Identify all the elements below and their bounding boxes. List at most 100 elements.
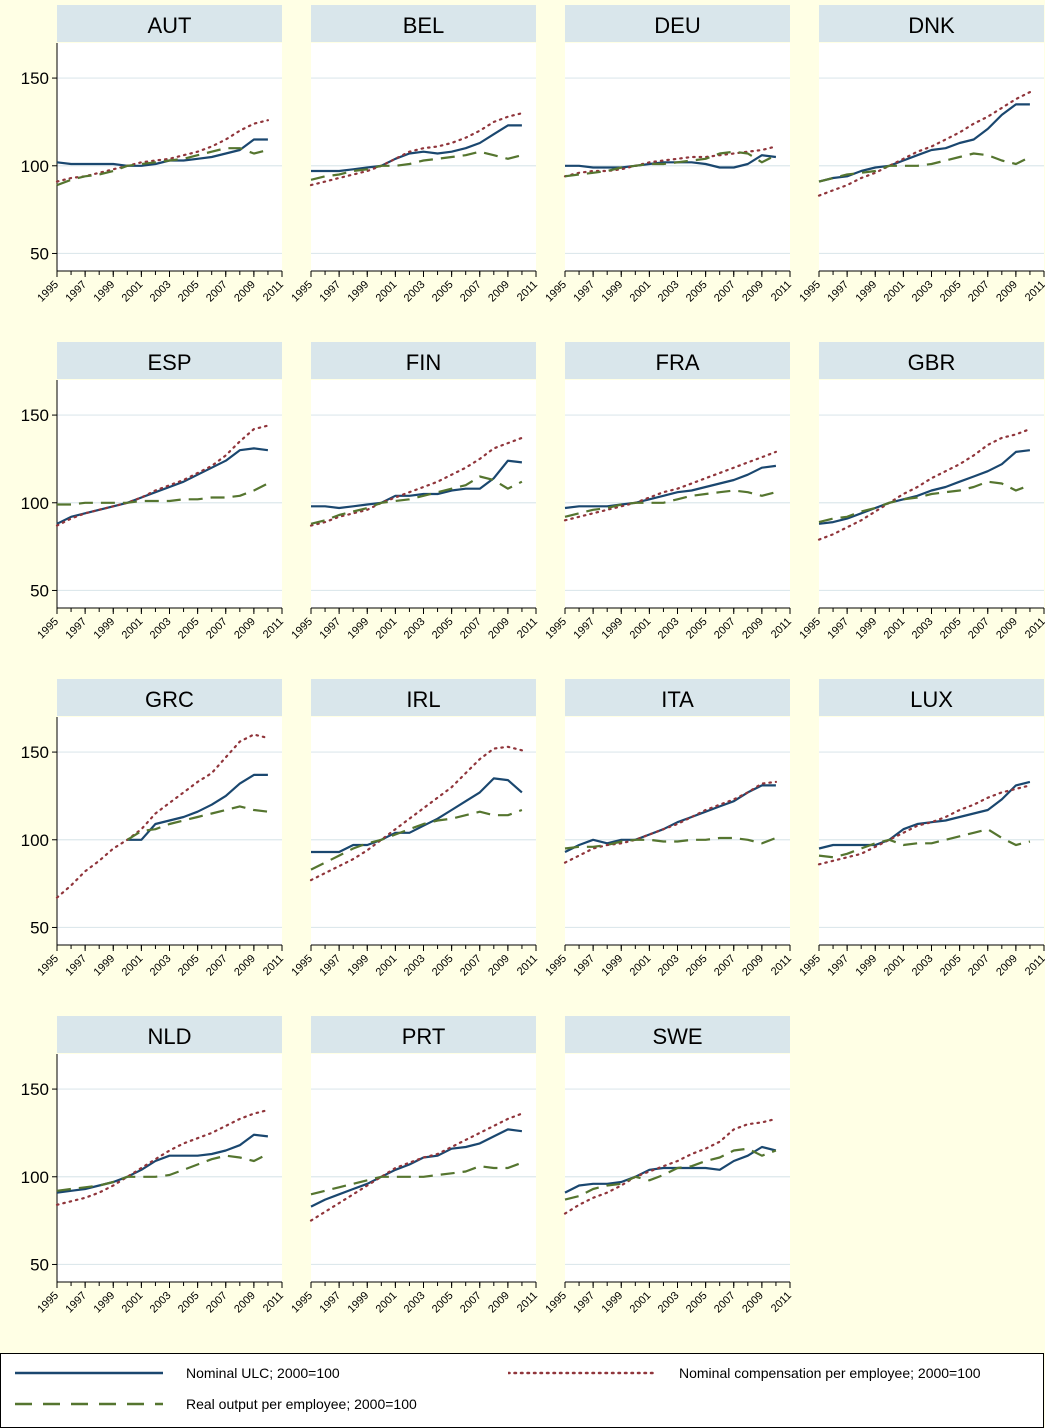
series-line-out — [310, 475, 523, 525]
x-tick-label: 2007 — [204, 616, 230, 642]
x-tick-label: 2001 — [628, 616, 654, 642]
panel-irl: IRL 1995 1997 1999 2001 2003 2005 2007 2009 2011 — [289, 679, 540, 978]
x-tick-label: 1995 — [797, 953, 823, 979]
x-tick-label: 2011 — [515, 953, 540, 978]
series-line-comp — [563, 450, 777, 522]
x-tick-label: 1997 — [571, 953, 597, 979]
y-tick-label: 50 — [30, 244, 49, 263]
series-line-out — [57, 482, 269, 506]
y-tick-label: 50 — [30, 1255, 49, 1274]
panel-deu: DEU 1995 1997 1999 2001 2003 2005 2007 2009 2011 — [543, 5, 794, 304]
series-line-out — [818, 480, 1031, 524]
panel-title: IRL — [406, 687, 440, 712]
panel-gbr: GBR 1995 1997 1999 2001 2003 2005 2007 2009 2011 — [797, 342, 1045, 641]
plot-area — [311, 1054, 536, 1282]
x-tick-label: 2001 — [120, 279, 146, 305]
x-tick-label: 1995 — [289, 953, 315, 979]
x-tick-label: 2011 — [1023, 279, 1045, 304]
panel-title-strip — [57, 679, 282, 716]
y-tick-label: 150 — [21, 406, 49, 425]
x-tick-label: 1997 — [571, 279, 597, 305]
panel-title: DNK — [908, 13, 955, 38]
plot-area — [311, 717, 536, 945]
x-tick-label: 1997 — [317, 616, 343, 642]
plot-area — [57, 717, 282, 945]
panel-title: AUT — [148, 13, 192, 38]
x-tick-label: 1997 — [63, 279, 89, 305]
x-tick-label: 1995 — [797, 616, 823, 642]
panel-ita: ITA 1995 1997 1999 2001 2003 2005 2007 2009 2011 — [543, 679, 794, 978]
x-tick-label: 2001 — [120, 953, 146, 979]
x-tick-label: 2003 — [402, 953, 428, 979]
series-line-out — [310, 1161, 523, 1196]
x-tick-label: 2009 — [486, 279, 512, 305]
legend: Nominal ULC; 2000=100 Nominal compensati… — [0, 1353, 1044, 1428]
x-tick-label: 2005 — [430, 953, 456, 979]
x-tick-label: 2009 — [486, 953, 512, 979]
x-tick-label: 2003 — [656, 953, 682, 979]
panel-title-strip — [819, 342, 1044, 379]
x-tick-label: 2003 — [148, 1290, 174, 1316]
panel-title: NLD — [147, 1024, 191, 1049]
panel-dnk: DNK 1995 1997 1999 2001 2003 2005 2007 2009 2011 — [797, 5, 1045, 304]
panel-title-strip — [57, 342, 282, 379]
series-line-ulc — [818, 449, 1031, 525]
x-tick-label: 2007 — [966, 616, 992, 642]
x-tick-label: 2009 — [232, 279, 258, 305]
x-tick-label: 2001 — [374, 1290, 400, 1316]
panel-title: ESP — [147, 350, 191, 375]
x-tick-label: 1997 — [571, 1290, 597, 1316]
panel-prt: PRT 1995 1997 1999 2001 2003 2005 2007 2009 2011 — [289, 1016, 540, 1315]
panel-title-strip — [819, 5, 1044, 42]
x-tick-label: 1997 — [571, 616, 597, 642]
series-line-ulc — [56, 138, 268, 167]
series-line-comp — [817, 428, 1031, 541]
legend-label-comp: Nominal compensation per employee; 2000=… — [679, 1365, 981, 1381]
y-tick-label: 50 — [30, 918, 49, 937]
panel-title: ITA — [661, 687, 694, 712]
x-tick-label: 2005 — [176, 616, 202, 642]
y-tick-label: 150 — [21, 69, 49, 88]
panel-title-strip — [311, 5, 536, 42]
plot-area — [819, 43, 1044, 271]
panel-title: LUX — [910, 687, 953, 712]
plot-area — [57, 380, 282, 608]
x-tick-label: 2011 — [769, 616, 794, 641]
series-line-comp — [563, 1117, 777, 1215]
series-line-comp — [309, 1112, 523, 1222]
y-tick-label: 50 — [30, 581, 49, 600]
panel-swe: SWE 1995 1997 1999 2001 2003 2005 2007 2009 2011 — [543, 1016, 794, 1315]
series-line-ulc — [311, 459, 523, 510]
plot-area — [565, 43, 790, 271]
x-tick-label: 1999 — [346, 279, 372, 305]
x-tick-label: 1997 — [63, 616, 89, 642]
panel-title: GRC — [145, 687, 194, 712]
panel-title-strip — [57, 1016, 282, 1053]
series-line-out — [126, 805, 269, 841]
x-tick-label: 2011 — [261, 1290, 286, 1315]
x-tick-label: 2001 — [628, 953, 654, 979]
x-tick-label: 1997 — [825, 953, 851, 979]
x-tick-label: 2001 — [120, 1290, 146, 1316]
panel-title-strip — [565, 5, 790, 42]
y-tick-label: 100 — [21, 157, 49, 176]
x-tick-label: 2009 — [232, 953, 258, 979]
x-tick-label: 2011 — [769, 953, 794, 978]
panel-title-strip — [819, 679, 1044, 716]
legend-label-ulc: Nominal ULC; 2000=100 — [186, 1365, 340, 1381]
x-tick-label: 2007 — [204, 279, 230, 305]
plot-area — [311, 43, 536, 271]
x-tick-label: 1999 — [346, 1290, 372, 1316]
x-tick-label: 1999 — [92, 953, 118, 979]
y-tick-label: 100 — [21, 1168, 49, 1187]
x-tick-label: 2001 — [882, 616, 908, 642]
x-tick-label: 1999 — [854, 953, 880, 979]
x-tick-label: 2005 — [938, 953, 964, 979]
panel-title: GBR — [908, 350, 956, 375]
series-line-comp — [817, 91, 1031, 197]
x-tick-label: 2003 — [402, 1290, 428, 1316]
series-line-comp — [55, 119, 269, 183]
x-tick-label: 2003 — [148, 616, 174, 642]
x-tick-label: 2011 — [261, 279, 286, 304]
x-tick-label: 2011 — [515, 279, 540, 304]
